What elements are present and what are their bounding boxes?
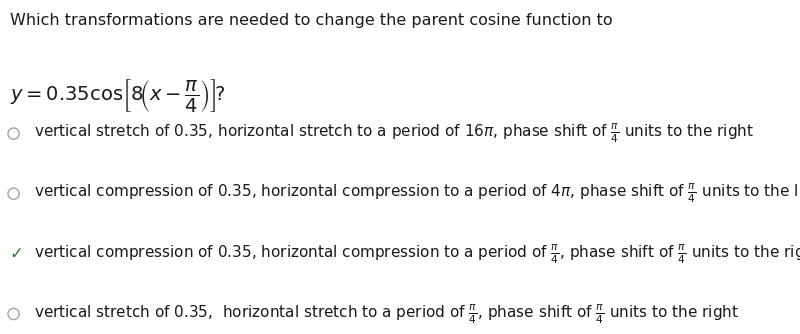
Text: vertical stretch of 0.35, horizontal stretch to a period of $16\pi$, phase shift: vertical stretch of 0.35, horizontal str… (34, 122, 754, 145)
Text: Which transformations are needed to change the parent cosine function to: Which transformations are needed to chan… (10, 13, 612, 28)
Text: vertical compression of 0.35, horizontal compression to a period of $\frac{\pi}{: vertical compression of 0.35, horizontal… (34, 242, 800, 266)
Text: vertical compression of 0.35, horizontal compression to a period of $4\pi$, phas: vertical compression of 0.35, horizontal… (34, 182, 800, 205)
Text: ✓: ✓ (10, 245, 23, 263)
Text: vertical stretch of 0.35,  horizontal stretch to a period of $\frac{\pi}{4}$, ph: vertical stretch of 0.35, horizontal str… (34, 302, 738, 326)
Text: $y = 0.35\cos\!\left[8\!\left(x-\dfrac{\pi}{4}\right)\right]\!?$: $y = 0.35\cos\!\left[8\!\left(x-\dfrac{\… (10, 77, 226, 114)
